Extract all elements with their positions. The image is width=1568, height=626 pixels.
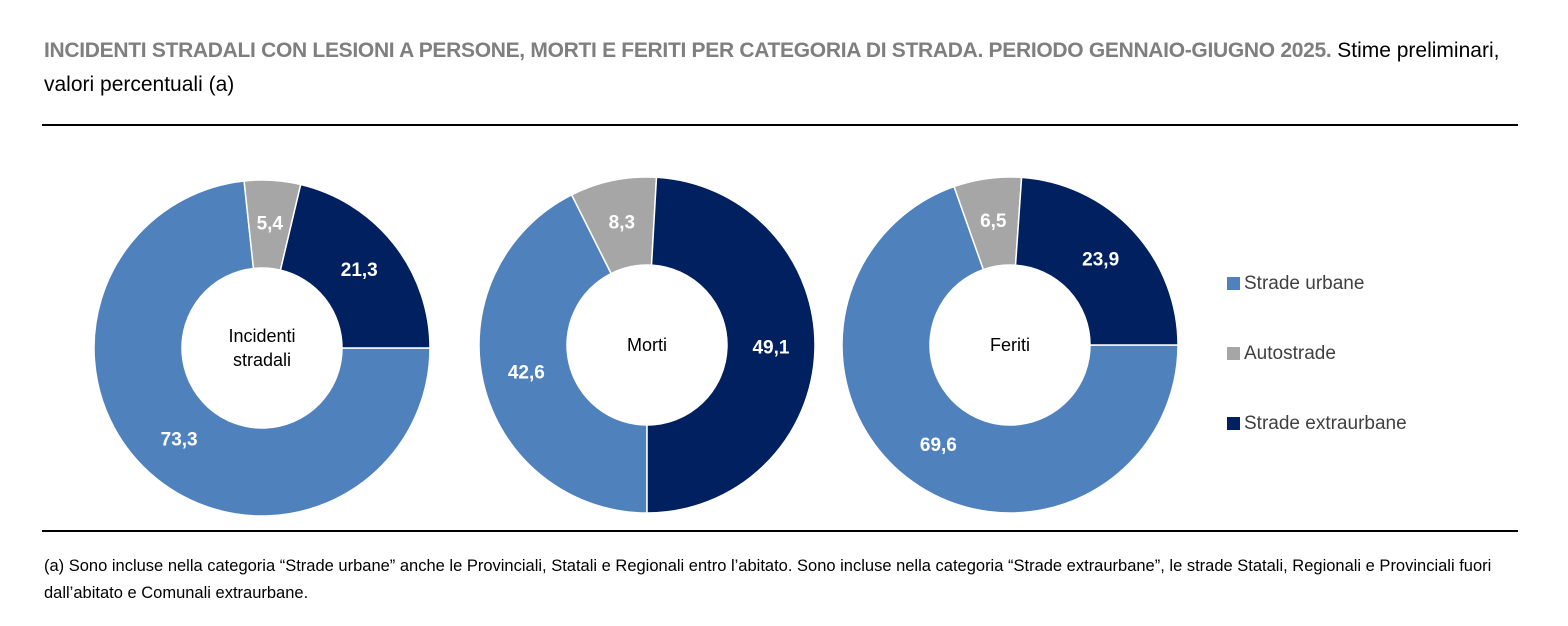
- legend-swatch: [1227, 277, 1240, 290]
- donut-slice: [279, 183, 431, 349]
- legend-label: Strade urbane: [1244, 273, 1364, 294]
- title-normal: Stime preliminari, valori percentuali (a…: [44, 39, 1500, 96]
- donut-slice: [646, 176, 816, 514]
- center-label: Feriti: [990, 335, 1030, 355]
- value-label: 23,9: [1082, 249, 1119, 270]
- value-label: 21,3: [341, 260, 378, 281]
- title: INCIDENTI STRADALI CON LESIONI A PERSONE…: [44, 34, 1524, 102]
- value-label: 6,5: [980, 211, 1007, 232]
- value-label: 69,6: [920, 435, 957, 456]
- center-label: Morti: [627, 335, 667, 355]
- value-label: 49,1: [752, 338, 789, 359]
- center-label: Incidenti stradali: [228, 326, 296, 370]
- value-label: 8,3: [609, 213, 635, 234]
- donut-slice: [841, 185, 1179, 514]
- legend-swatch: [1227, 417, 1240, 430]
- donut-slice: [478, 193, 648, 514]
- legend-label: Autostrade: [1244, 343, 1336, 364]
- rule: [42, 530, 1518, 532]
- donut-slice: [93, 180, 431, 517]
- value-label: 73,3: [161, 429, 198, 450]
- value-label: 5,4: [257, 213, 284, 234]
- legend-swatch: [1227, 347, 1240, 360]
- value-label: 42,6: [508, 363, 545, 384]
- legend-label: Strade extraurbane: [1244, 413, 1407, 434]
- title-bold: INCIDENTI STRADALI CON LESIONI A PERSONE…: [44, 39, 1332, 62]
- donut-slice: [1014, 176, 1179, 346]
- footnote: (a) Sono incluse nella categoria “Strade…: [44, 557, 1492, 602]
- rule: [42, 124, 1518, 126]
